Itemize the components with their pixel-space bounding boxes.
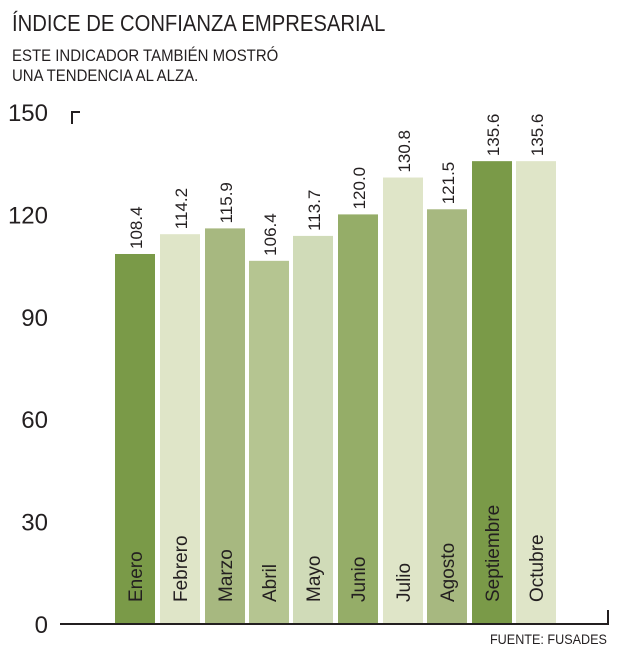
value-label: 120.0 — [350, 167, 369, 210]
x-axis-line — [60, 610, 609, 625]
category-label: Septiembre — [483, 505, 504, 602]
value-label: 135.6 — [484, 114, 503, 157]
value-label: 115.9 — [217, 182, 236, 223]
value-label: 108.4 — [127, 206, 146, 249]
y-tick-label: 0 — [35, 612, 48, 639]
category-label: Agosto — [438, 543, 459, 602]
y-tick-label: 90 — [21, 305, 48, 332]
category-label: Junio — [349, 557, 370, 602]
category-label: Octubre — [527, 534, 548, 602]
value-label: 113.7 — [305, 190, 324, 231]
bar-agosto — [427, 209, 467, 623]
value-label: 135.6 — [528, 114, 547, 157]
y-tick-label: 150 — [8, 100, 48, 127]
y-tick-label: 30 — [21, 510, 48, 537]
category-label: Enero — [126, 551, 147, 602]
chart-subtitle-line1: ESTE INDICADOR TAMBIÉN MOSTRÓ — [12, 46, 279, 65]
bar-abril — [249, 260, 289, 623]
bar-mayo — [293, 235, 333, 624]
chart-title: ÍNDICE DE CONFIANZA EMPRESARIAL — [12, 10, 386, 36]
value-label: 121.5 — [439, 162, 458, 205]
category-label: Abril — [260, 564, 281, 602]
bar-febrero — [160, 234, 200, 623]
value-label: 106.4 — [261, 213, 280, 256]
bar-octubre — [516, 161, 556, 624]
bar-enero — [115, 253, 155, 623]
value-label: 130.8 — [395, 130, 414, 173]
category-label: Febrero — [171, 535, 192, 602]
y-tick-label: 60 — [21, 407, 48, 434]
bar-septiembre — [472, 161, 512, 624]
y-tick-label: 120 — [8, 202, 48, 229]
category-label: Mayo — [304, 556, 325, 602]
value-label: 114.2 — [172, 188, 191, 229]
bar-julio — [383, 177, 423, 623]
bar-junio — [338, 214, 378, 623]
source-note: FUENTE: FUSADES — [490, 631, 607, 647]
category-label: Marzo — [216, 549, 237, 602]
chart-subtitle-line2: UNA TENDENCIA AL ALZA. — [12, 66, 199, 85]
category-label: Julio — [394, 563, 415, 602]
bar-marzo — [205, 228, 245, 624]
y-axis-top-tick — [71, 111, 80, 124]
